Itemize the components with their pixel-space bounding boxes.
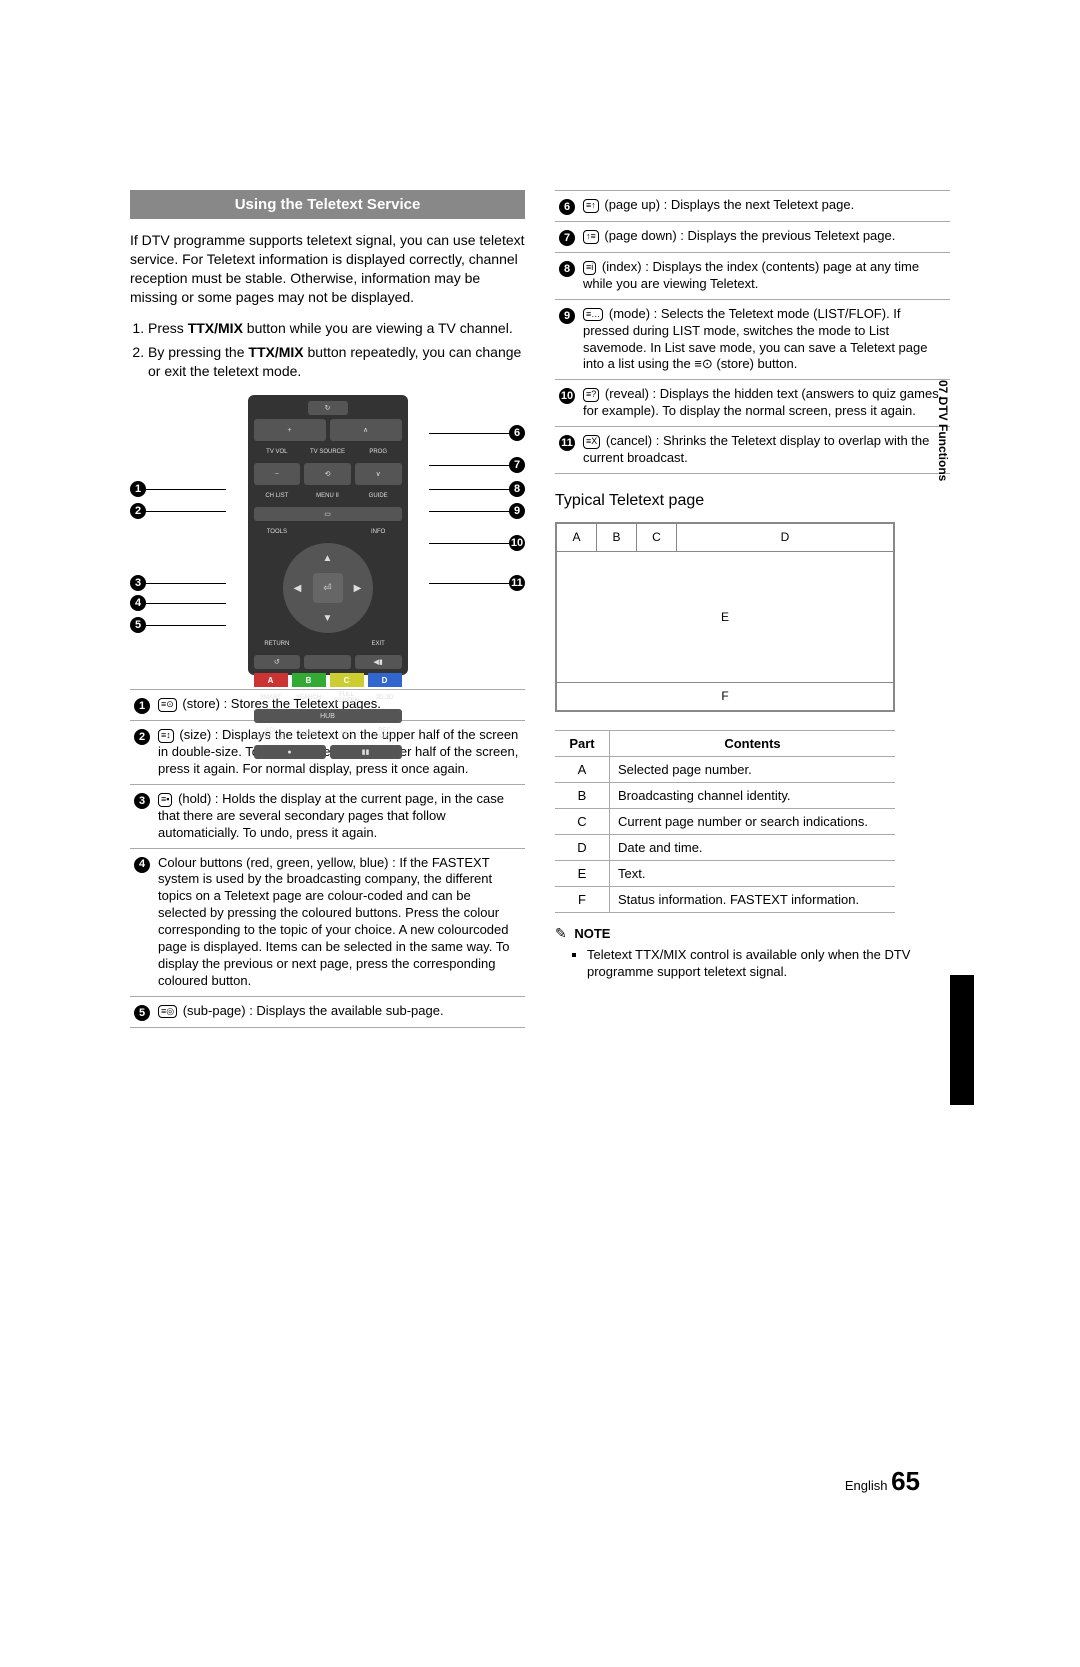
feature-number: 10 xyxy=(559,388,575,404)
remote-dpad: ▲ ◀⏎▶ ▼ xyxy=(283,543,373,633)
feature-row-11: 11 ≡X (cancel) : Shrinks the Teletext dis… xyxy=(555,427,950,474)
callout-1: 1 xyxy=(130,481,146,497)
feature-number: 11 xyxy=(559,435,575,451)
callout-8: 8 xyxy=(509,481,525,497)
feature-row-10: 10 ≡? (reveal) : Displays the hidden text… xyxy=(555,380,950,427)
feature-number: 5 xyxy=(134,1005,150,1021)
feature-row-9: 9 ≡… (mode) : Selects the Teletext mode (… xyxy=(555,300,950,381)
parts-header-contents: Contents xyxy=(610,731,895,756)
callout-4: 4 xyxy=(130,595,146,611)
parts-table: Part Contents ASelected page number.BBro… xyxy=(555,730,895,913)
callout-7: 7 xyxy=(509,457,525,473)
note-item: Teletext TTX/MIX control is available on… xyxy=(587,946,950,981)
steps-list: Press TTX/MIX button while you are viewi… xyxy=(130,319,525,382)
feature-number: 3 xyxy=(134,793,150,809)
feature-row-4: 4 Colour buttons (red, green, yellow, blu… xyxy=(130,849,525,997)
callout-11: 11 xyxy=(509,575,525,591)
side-black-tab xyxy=(950,975,974,1105)
callout-6: 6 xyxy=(509,425,525,441)
feature-desc: ≡? (reveal) : Displays the hidden text (… xyxy=(583,386,950,420)
parts-row: DDate and time. xyxy=(555,835,895,861)
parts-row: ASelected page number. xyxy=(555,757,895,783)
feature-row-6: 6 ≡↑ (page up) : Displays the next Telete… xyxy=(555,191,950,222)
feature-row-8: 8 ≡i (index) : Displays the index (conten… xyxy=(555,253,950,300)
remote-control: ↻ + ∧ TV VOL TV SOURCE PROG − ⟲ ∨ CH LIS… xyxy=(248,395,408,675)
page-footer: English 65 xyxy=(845,1466,920,1497)
ttx-region-a: A xyxy=(557,524,597,552)
ttx-region-b: B xyxy=(597,524,637,552)
ttx-region-c: C xyxy=(637,524,677,552)
callout-3: 3 xyxy=(130,575,146,591)
feature-desc: ≡X (cancel) : Shrinks the Teletext displ… xyxy=(583,433,950,467)
feature-desc: ↑≡ (page down) : Displays the previous T… xyxy=(583,228,950,246)
intro-paragraph: If DTV programme supports teletext signa… xyxy=(130,231,525,307)
parts-row: BBroadcasting channel identity. xyxy=(555,783,895,809)
feature-desc: ≡◎ (sub-page) : Displays the available s… xyxy=(158,1003,525,1021)
parts-row: FStatus information. FASTEXT information… xyxy=(555,887,895,913)
ttx-region-d: D xyxy=(677,524,893,552)
callout-9: 9 xyxy=(509,503,525,519)
feature-number: 7 xyxy=(559,230,575,246)
callout-10: 10 xyxy=(509,535,525,551)
teletext-page-layout: A B C D E F xyxy=(555,522,895,712)
callout-5: 5 xyxy=(130,617,146,633)
step-1: Press TTX/MIX button while you are viewi… xyxy=(148,319,525,338)
footer-page-number: 65 xyxy=(891,1466,920,1496)
section-title: Using the Teletext Service xyxy=(130,190,525,219)
feature-number: 8 xyxy=(559,261,575,277)
feature-number: 1 xyxy=(134,698,150,714)
parts-row: EText. xyxy=(555,861,895,887)
feature-desc: ≡… (mode) : Selects the Teletext mode (L… xyxy=(583,306,950,374)
ttx-region-e: E xyxy=(557,552,893,682)
step-2: By pressing the TTX/MIX button repeatedl… xyxy=(148,343,525,381)
feature-row-7: 7 ↑≡ (page down) : Displays the previous … xyxy=(555,222,950,253)
note-icon: ✎ xyxy=(555,925,567,941)
feature-row-3: 3 ≡▪ (hold) : Holds the display at the cu… xyxy=(130,785,525,849)
feature-table-right: 6 ≡↑ (page up) : Displays the next Telete… xyxy=(555,190,950,474)
parts-row: CCurrent page number or search indicatio… xyxy=(555,809,895,835)
typical-page-heading: Typical Teletext page xyxy=(555,492,950,510)
feature-desc: ≡i (index) : Displays the index (content… xyxy=(583,259,950,293)
feature-desc: ≡▪ (hold) : Holds the display at the cur… xyxy=(158,791,525,842)
feature-row-5: 5 ≡◎ (sub-page) : Displays the available … xyxy=(130,997,525,1028)
feature-desc: Colour buttons (red, green, yellow, blue… xyxy=(158,855,525,990)
feature-number: 9 xyxy=(559,308,575,324)
note-label: NOTE xyxy=(574,926,610,941)
callout-2: 2 xyxy=(130,503,146,519)
feature-number: 4 xyxy=(134,857,150,873)
ttx-region-f: F xyxy=(557,682,893,710)
note-block: ✎ NOTE Teletext TTX/MIX control is avail… xyxy=(555,925,950,981)
feature-number: 6 xyxy=(559,199,575,215)
remote-diagram: 1 2 3 4 5 6 7 8 9 10 11 ↻ + ∧ TV VOL TV SOURCE PR… xyxy=(130,395,525,675)
parts-header-part: Part xyxy=(555,731,610,756)
feature-number: 2 xyxy=(134,729,150,745)
side-chapter-label: 07 DTV Functions xyxy=(936,380,950,481)
footer-language: English xyxy=(845,1478,888,1493)
feature-desc: ≡↑ (page up) : Displays the next Teletex… xyxy=(583,197,950,215)
